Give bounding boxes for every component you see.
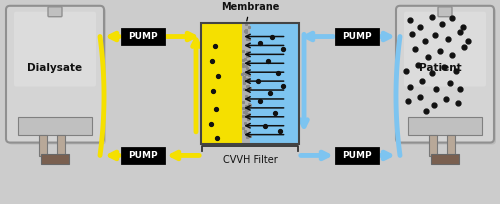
FancyBboxPatch shape [396, 6, 494, 143]
Text: Membrane: Membrane [221, 2, 279, 21]
Text: Patient: Patient [418, 63, 462, 73]
Bar [429, 135, 437, 156]
Text: Dialysate: Dialysate [28, 63, 82, 73]
Text: PUMP: PUMP [342, 32, 372, 41]
Bar [431, 154, 459, 164]
FancyBboxPatch shape [398, 8, 496, 145]
FancyBboxPatch shape [48, 7, 62, 17]
FancyBboxPatch shape [6, 6, 104, 143]
Bar [57, 135, 65, 156]
FancyBboxPatch shape [404, 12, 486, 86]
Bar [39, 135, 47, 156]
Text: PUMP: PUMP [128, 32, 158, 41]
Bar [18, 117, 92, 135]
Bar [246, 24, 298, 143]
Bar [202, 24, 246, 143]
Bar [408, 117, 482, 135]
Bar [336, 147, 378, 163]
Bar [41, 154, 69, 164]
Bar [122, 29, 164, 44]
Bar [201, 23, 299, 144]
Text: CVVH Filter: CVVH Filter [222, 155, 278, 165]
Bar [122, 147, 164, 163]
FancyBboxPatch shape [14, 12, 96, 86]
FancyBboxPatch shape [8, 8, 106, 145]
Bar [242, 24, 250, 143]
Bar [336, 29, 378, 44]
Bar [447, 135, 455, 156]
Text: PUMP: PUMP [342, 151, 372, 160]
FancyBboxPatch shape [438, 7, 452, 17]
Text: PUMP: PUMP [128, 151, 158, 160]
